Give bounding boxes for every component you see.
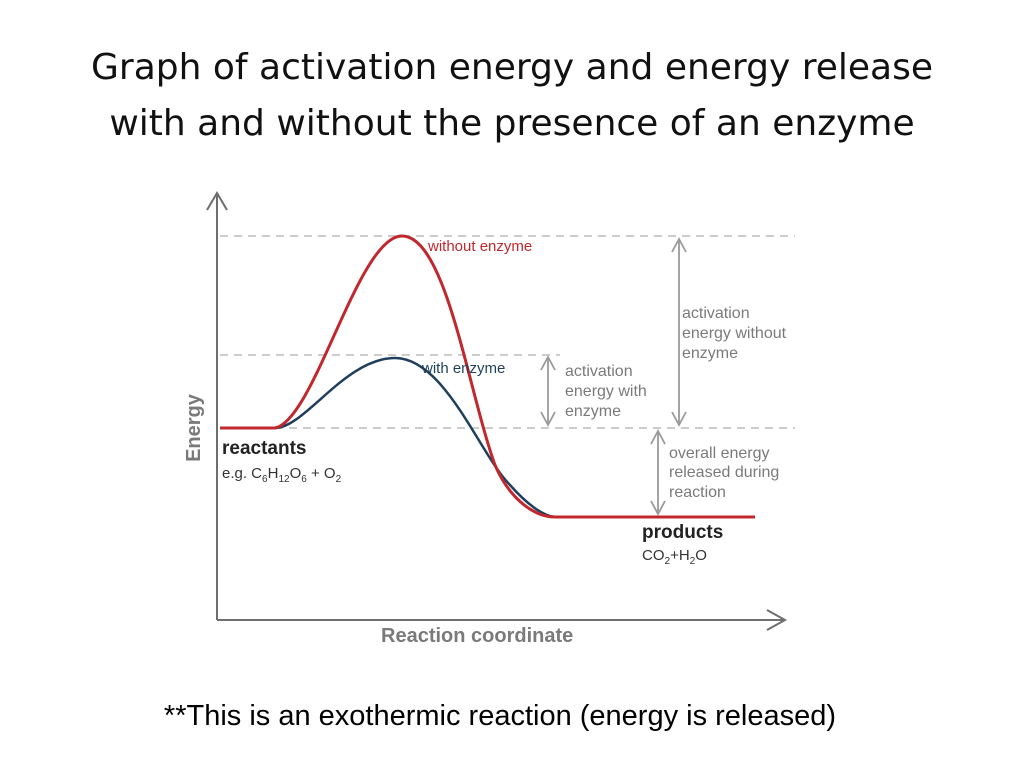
curve-without-enzyme — [220, 234, 755, 519]
activation-with-label-line-2: energy with — [565, 383, 647, 400]
title-line-2: with and without the presence of an enzy… — [109, 103, 915, 144]
curve-with-enzyme — [274, 356, 556, 519]
activation-without-label-line-2: energy without — [682, 325, 787, 342]
activation-without-label-line-1: activation — [682, 305, 750, 322]
footnote: **This is an exothermic reaction (energy… — [163, 700, 837, 732]
overall-release-arrow — [650, 429, 666, 516]
products-formula: CO2+H2O — [642, 547, 707, 567]
overall-release-label-line-1: overall energy — [669, 445, 770, 462]
overall-release-label-line-2: released during — [669, 464, 779, 481]
activation-without-arrow — [671, 237, 687, 427]
y-axis-arrowhead — [206, 191, 228, 211]
x-axis-arrowhead — [766, 609, 788, 631]
reactants-label: reactants — [222, 438, 307, 459]
y-axis-label: Energy — [183, 393, 205, 462]
activation-with-arrow — [540, 355, 556, 427]
title-line-1: Graph of activation energy and energy re… — [91, 47, 933, 88]
activation-with-label-line-3: enzyme — [565, 403, 621, 420]
overall-release-label-line-3: reaction — [669, 484, 726, 501]
x-axis-label: Reaction coordinate — [381, 625, 573, 647]
without-enzyme-label: without enzyme — [427, 238, 532, 255]
activation-without-label-line-3: enzyme — [682, 345, 738, 362]
activation-with-label-line-1: activation — [565, 363, 633, 380]
with-enzyme-label: with enzyme — [421, 360, 505, 377]
page-title: Graph of activation energy and energy re… — [0, 40, 1024, 152]
reactants-formula: e.g. C6H12O6 + O2 — [222, 465, 342, 485]
products-label: products — [642, 522, 723, 543]
